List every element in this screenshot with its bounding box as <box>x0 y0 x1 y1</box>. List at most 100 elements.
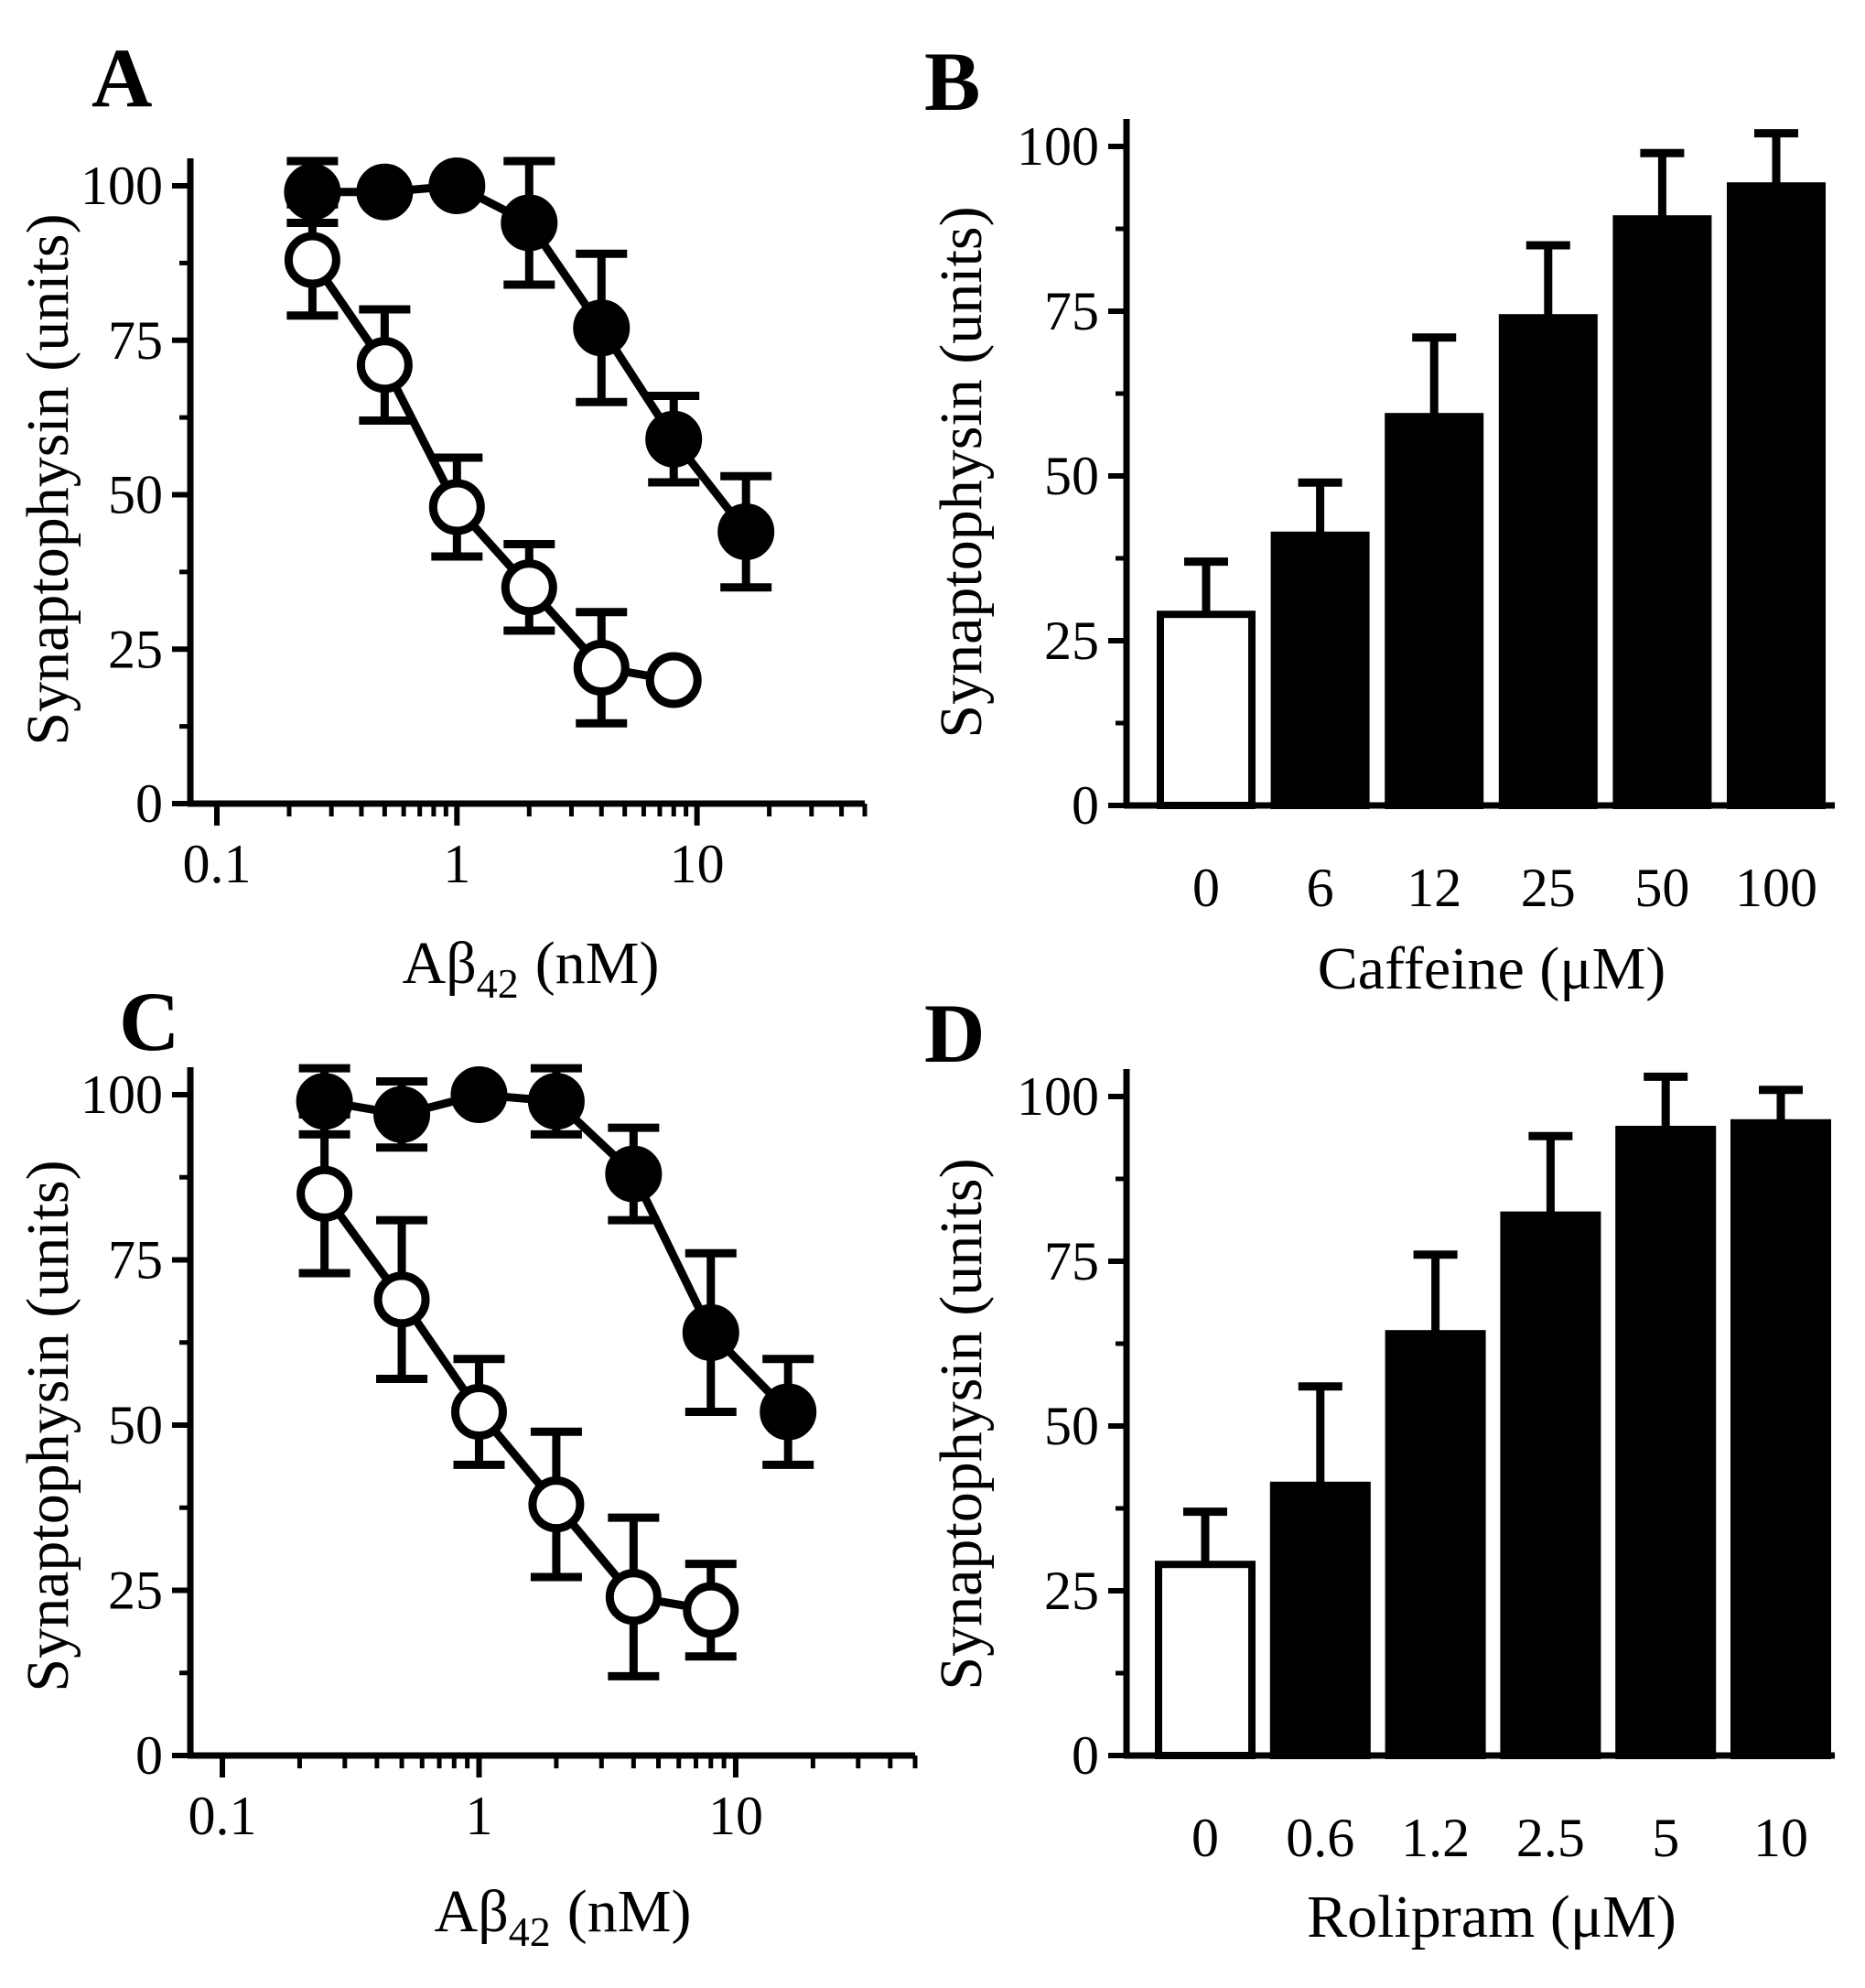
panel-b-plot: 0 25 50 75 100 0 6 12 25 50 100 <box>1017 116 1835 918</box>
panel-c-series-filled-point-1 <box>373 1086 431 1143</box>
panel-d-bar-0 <box>1155 1561 1256 1759</box>
panel-d-letter: D <box>924 987 985 1080</box>
panel-b-letter: B <box>924 35 980 128</box>
panel-c-ytick-label-2: 50 <box>108 1395 163 1455</box>
panel-c-ylabel: Synaptophysin (units) <box>15 1160 81 1691</box>
panel-b-bar-0 <box>1157 610 1256 810</box>
panel-d-ytick-label-4: 100 <box>1017 1066 1099 1127</box>
panel-a-series-filled-point-3 <box>501 194 558 252</box>
panel-a-xlabel-unit: (nM) <box>535 930 660 997</box>
panel-b-category-label-0: 0 <box>1192 858 1220 918</box>
panel-d-category-label-2: 1.2 <box>1401 1808 1470 1868</box>
panel-c-xlabel-unit: (nM) <box>567 1878 692 1945</box>
panel-d-xlabel: Rolipram (μM) <box>1307 1884 1676 1950</box>
panel-b-bar-5 <box>1727 182 1826 809</box>
panel-d-category-label-5: 10 <box>1753 1808 1808 1868</box>
panel-d-bar-2 <box>1385 1330 1486 1759</box>
panel-a-series-open-point-4 <box>573 640 630 696</box>
panel-c-xtick-label-1: 1 <box>465 1786 492 1846</box>
panel-c-ytick-label-0: 0 <box>135 1725 163 1786</box>
panel-b-ytick-label-3: 75 <box>1044 281 1099 341</box>
panel-c-series-filled-point-5 <box>682 1303 739 1361</box>
panel-b-errbar-4 <box>1640 148 1685 220</box>
panel-a-ylabel: Synaptophysin (units) <box>15 213 81 745</box>
panel-a-series-open-point-3 <box>501 559 557 616</box>
panel-b-category-label-4: 50 <box>1634 858 1689 918</box>
panel-a-xtick-label-2: 10 <box>670 834 725 894</box>
panel-a-ytick-label-0: 0 <box>135 773 163 834</box>
panel-d-errbar-3 <box>1528 1131 1573 1215</box>
panel-a-series-open-point-0 <box>284 232 340 288</box>
panel-d-ylabel: Synaptophysin (units) <box>928 1158 995 1690</box>
panel-a-series-filled-point-4 <box>573 299 631 357</box>
panel-d-plot: 0 25 50 75 100 0 0.6 1.2 2.5 5 10 <box>1017 1066 1835 1868</box>
panel-d-errbar-2 <box>1413 1250 1458 1334</box>
panel-a-ytick-label-2: 50 <box>108 465 163 525</box>
panel-b-ytick-label-4: 100 <box>1017 116 1099 177</box>
panel-a-xlabel-main: Aβ <box>403 930 477 997</box>
panel-c-series-open-point-0 <box>296 1165 353 1222</box>
panel-c-series-open-point-5 <box>683 1582 739 1638</box>
panel-a-xlabel: Aβ42 (nM) <box>403 930 660 1007</box>
panel-a-series-open-point-1 <box>356 337 413 394</box>
panel-d-category-label-3: 2.5 <box>1516 1808 1585 1868</box>
panel-b-bar-1 <box>1270 531 1370 809</box>
panel-d-errbar-4 <box>1644 1072 1688 1129</box>
panel-b-category-label-1: 6 <box>1307 858 1334 918</box>
panel-c: C 0 25 50 75 100 0.1 1 10 Synaptophysin (units)… <box>15 975 918 1955</box>
panel-c-series-filled-point-6 <box>760 1383 817 1441</box>
panel-b-errbar-5 <box>1754 129 1798 187</box>
panel-c-series-open-line <box>320 1191 712 1615</box>
panel-d: D 0 25 50 75 100 0 0.6 1.2 2.5 5 10 Synaptophysin … <box>924 987 1835 1950</box>
panel-b-category-label-5: 100 <box>1735 858 1817 918</box>
panel-d-bar-3 <box>1500 1211 1601 1759</box>
panel-d-bar-1 <box>1269 1481 1371 1760</box>
panel-a-letter: A <box>92 31 152 124</box>
panel-c-xtick-label-2: 10 <box>708 1786 763 1846</box>
panel-b-errbar-0 <box>1184 557 1228 615</box>
panel-c-xlabel-main: Aβ <box>435 1878 509 1945</box>
panel-a-series-filled-point-1 <box>356 163 414 221</box>
panel-c-series-filled-point-4 <box>605 1145 663 1203</box>
panel-c-xlabel: Aβ42 (nM) <box>435 1878 692 1955</box>
panel-b-bar-3 <box>1498 314 1598 809</box>
panel-a-ytick-label-3: 75 <box>108 310 163 371</box>
panel-c-xlabel-sub: 42 <box>509 1908 551 1955</box>
panel-b-errbar-2 <box>1412 333 1457 417</box>
panel-c-series-open-point-3 <box>528 1476 585 1533</box>
panel-c-ytick-label-1: 25 <box>108 1561 163 1621</box>
panel-b: B 0 25 50 75 100 0 6 12 25 50 100 Synaptophysin (u… <box>924 35 1835 1002</box>
panel-a-series-open-point-2 <box>428 479 485 535</box>
panel-b-ylabel: Synaptophysin (units) <box>928 206 995 738</box>
panel-a-xtick-label-1: 1 <box>443 834 470 894</box>
panel-a-ytick-label-1: 25 <box>108 619 163 679</box>
panel-a-series-filled-point-5 <box>645 410 703 468</box>
panel-b-bar-4 <box>1612 215 1712 809</box>
panel-b-ytick-label-0: 0 <box>1072 775 1099 836</box>
panel-d-errbar-5 <box>1759 1086 1803 1123</box>
panel-a: A 0 25 50 75 100 0.1 1 10 Synaptophysin (units)… <box>15 31 868 1007</box>
panel-d-bar-5 <box>1730 1118 1831 1760</box>
panel-b-bar-2 <box>1385 413 1484 809</box>
panel-a-ytick-label-4: 100 <box>81 156 163 216</box>
panel-c-series-filled-point-3 <box>527 1073 585 1130</box>
panel-b-ytick-label-1: 25 <box>1044 610 1099 671</box>
panel-c-letter: C <box>119 975 179 1068</box>
panel-d-errbar-0 <box>1183 1507 1227 1565</box>
panel-a-xlabel-sub: 42 <box>477 960 519 1007</box>
panel-c-series-open-point-1 <box>373 1271 430 1328</box>
panel-d-category-label-0: 0 <box>1191 1808 1219 1868</box>
panel-d-ytick-label-1: 25 <box>1044 1561 1099 1621</box>
panel-c-ytick-label-4: 100 <box>81 1064 163 1125</box>
panel-c-series-open-point-4 <box>605 1569 662 1626</box>
panel-a-series-filled-point-6 <box>717 503 775 560</box>
panel-d-category-label-4: 5 <box>1652 1808 1679 1868</box>
panel-b-category-label-3: 25 <box>1521 858 1576 918</box>
panel-b-errbar-1 <box>1298 478 1342 535</box>
panel-d-ytick-label-2: 50 <box>1044 1396 1099 1456</box>
panel-b-ytick-label-2: 50 <box>1044 446 1099 506</box>
panel-a-series-filled-point-2 <box>428 157 486 214</box>
panel-b-category-label-2: 12 <box>1407 858 1461 918</box>
panel-c-xtick-label-0: 0.1 <box>189 1786 257 1846</box>
